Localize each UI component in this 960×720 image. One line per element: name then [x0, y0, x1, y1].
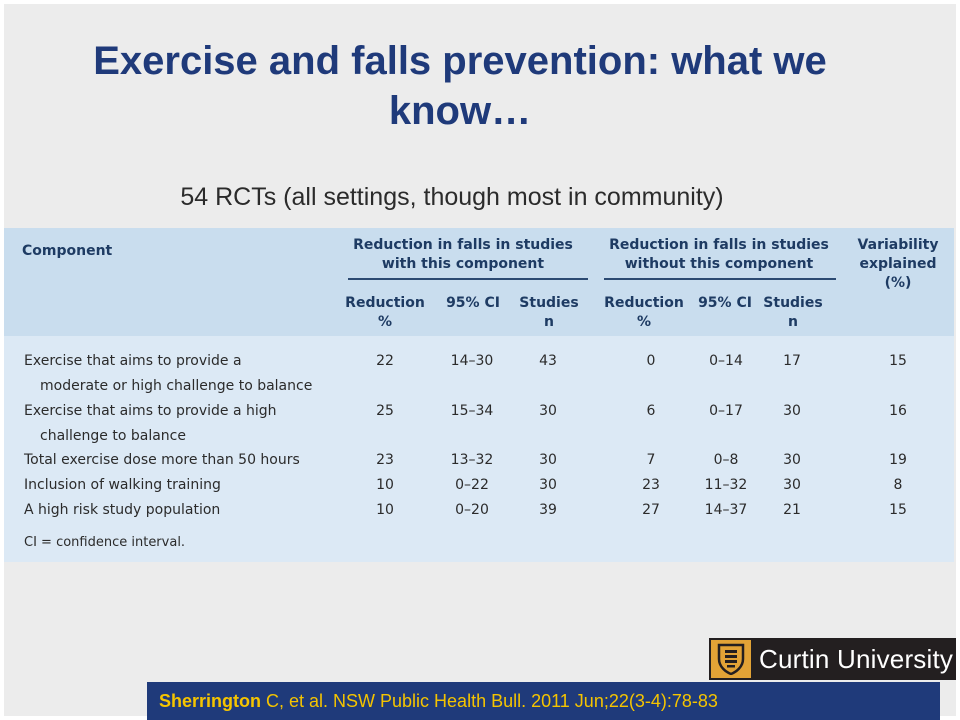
sub-header-ci-without: 95% CI [698, 295, 752, 311]
row-component: Exercise that aims to provide a high [24, 403, 277, 419]
sub-header-studies-without: Studies n [763, 295, 823, 330]
table-row: A high risk study population [24, 498, 344, 523]
cell-with-reduction: 23 [376, 452, 394, 468]
row-component: Inclusion of walking training [24, 477, 221, 493]
group-with-rule [348, 278, 588, 280]
cell-without-reduction: 27 [642, 502, 660, 518]
cell-with-ci: 13–32 [450, 452, 494, 468]
cell-with-reduction: 10 [376, 477, 394, 493]
cell-with-studies: 30 [539, 452, 557, 468]
cell-variability: 19 [889, 452, 907, 468]
cell-variability: 16 [889, 403, 907, 419]
curtin-logo: Curtin University [709, 638, 956, 680]
citation-details: C, et al. NSW Public Health Bull. 2011 J… [261, 691, 718, 711]
cell-without-reduction: 23 [642, 477, 660, 493]
cell-with-ci: 0–22 [455, 477, 489, 493]
logo-text: Curtin University [759, 643, 954, 674]
sub-header-ci-with: 95% CI [446, 295, 500, 311]
table-row: Exercise that aims to provide a moderate… [24, 349, 344, 399]
cell-without-studies: 17 [783, 353, 801, 369]
sub-header-reduction-without: Reduction % [604, 295, 684, 330]
variability-header: Variability explained (%) [857, 237, 939, 291]
crest-icon [711, 640, 751, 678]
group-without-rule [604, 278, 836, 280]
group-with-header: Reduction in falls in studies with this … [353, 237, 573, 272]
cell-with-studies: 30 [539, 403, 557, 419]
cell-without-ci: 0–17 [709, 403, 743, 419]
cell-without-ci: 11–32 [704, 477, 748, 493]
cell-with-reduction: 10 [376, 502, 394, 518]
table-header: Component Reduction in falls in studies … [4, 228, 954, 336]
row-component-cont: challenge to balance [40, 428, 186, 444]
cell-without-studies: 21 [783, 502, 801, 518]
cell-without-studies: 30 [783, 403, 801, 419]
cell-with-studies: 43 [539, 353, 557, 369]
citation-bar: Sherrington C, et al. NSW Public Health … [147, 682, 940, 720]
row-component-cont: moderate or high challenge to balance [40, 378, 313, 394]
citation-author: Sherrington [159, 691, 261, 711]
cell-without-reduction: 6 [646, 403, 656, 419]
slide-subtitle: 54 RCTs (all settings, though most in co… [180, 183, 724, 211]
cell-without-studies: 30 [783, 477, 801, 493]
cell-without-reduction: 0 [646, 353, 656, 369]
cell-without-ci: 14–37 [704, 502, 748, 518]
component-header: Component [22, 243, 113, 259]
cell-with-ci: 0–20 [455, 502, 489, 518]
row-component: A high risk study population [24, 502, 221, 518]
cell-without-ci: 0–14 [709, 353, 743, 369]
slide-title: Exercise and falls prevention: what we k… [93, 39, 827, 133]
cell-with-reduction: 25 [376, 403, 394, 419]
table-footnote: CI = confidence interval. [24, 535, 186, 550]
cell-without-reduction: 7 [646, 452, 656, 468]
cell-without-ci: 0–8 [713, 452, 739, 468]
cell-variability: 8 [893, 477, 903, 493]
table-row: Exercise that aims to provide a high cha… [24, 399, 344, 449]
table-row: Total exercise dose more than 50 hours [24, 448, 344, 473]
cell-variability: 15 [889, 502, 907, 518]
row-component: Total exercise dose more than 50 hours [24, 452, 300, 468]
cell-variability: 15 [889, 353, 907, 369]
group-without-header: Reduction in falls in studies without th… [609, 237, 829, 272]
row-component: Exercise that aims to provide a [24, 353, 242, 369]
cell-with-ci: 15–34 [450, 403, 494, 419]
cell-with-ci: 14–30 [450, 353, 494, 369]
cell-with-studies: 39 [539, 502, 557, 518]
cell-with-studies: 30 [539, 477, 557, 493]
table-row: Inclusion of walking training [24, 473, 344, 498]
cell-without-studies: 30 [783, 452, 801, 468]
sub-header-reduction-with: Reduction % [345, 295, 425, 330]
sub-header-studies-with: Studies n [519, 295, 579, 330]
evidence-table: Component Reduction in falls in studies … [4, 228, 954, 562]
cell-with-reduction: 22 [376, 353, 394, 369]
